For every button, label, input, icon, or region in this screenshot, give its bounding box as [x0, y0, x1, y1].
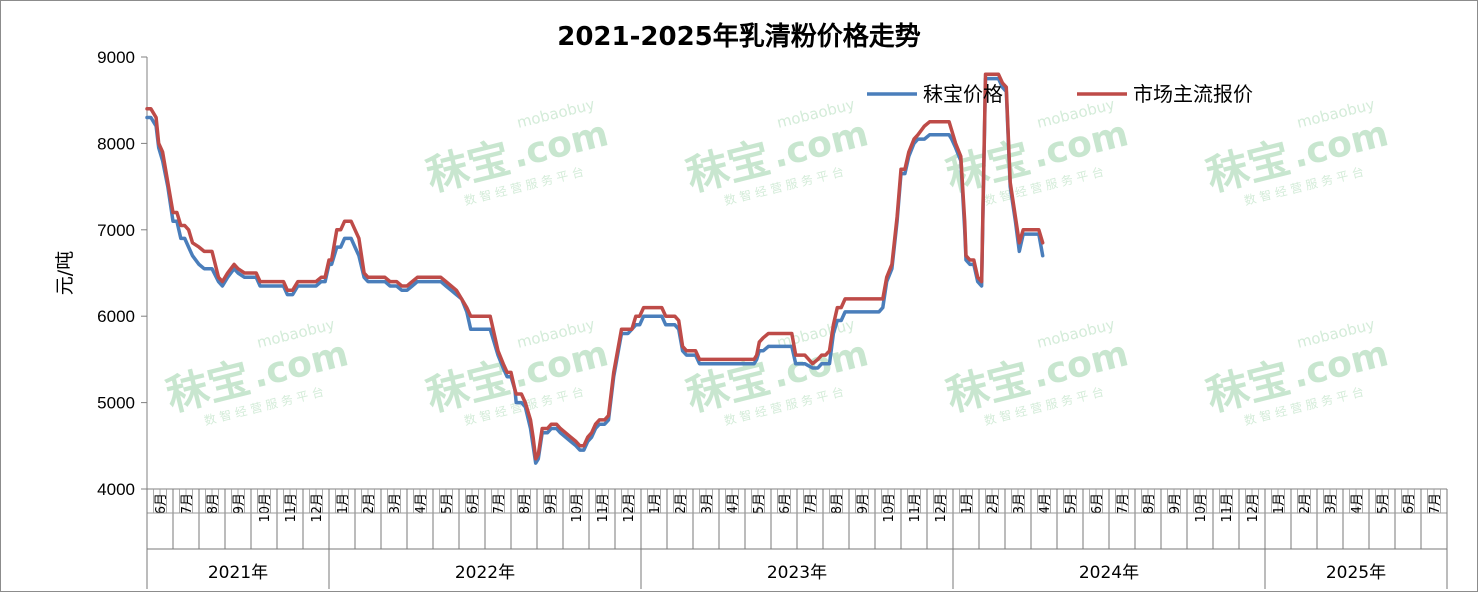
x-month-label: 1月	[648, 493, 663, 514]
x-month-label: 7月	[180, 493, 195, 514]
x-year-label: 2022年	[455, 563, 515, 583]
x-month-label: 6月	[466, 493, 481, 514]
x-month-label: 4月	[414, 493, 429, 514]
x-month-label: 8月	[1142, 493, 1157, 514]
x-year-label: 2025年	[1326, 563, 1386, 583]
x-month-label: 2月	[1298, 493, 1313, 514]
x-month-label: 4月	[1350, 493, 1365, 514]
x-month-label: 8月	[830, 493, 845, 514]
x-month-label: 4月	[1038, 493, 1053, 514]
x-year-label: 2023年	[767, 563, 827, 583]
x-month-label: 10月	[258, 493, 273, 523]
x-month-label: 2月	[986, 493, 1001, 514]
x-month-label: 6月	[154, 493, 169, 514]
x-month-label: 3月	[1324, 493, 1339, 514]
x-month-label: 7月	[1116, 493, 1131, 514]
x-month-label: 5月	[1376, 493, 1391, 514]
x-month-label: 3月	[1012, 493, 1027, 514]
x-month-label: 6月	[1090, 493, 1105, 514]
series-lines	[145, 72, 1045, 465]
series-line-2	[145, 72, 1045, 461]
x-month-label: 11月	[596, 493, 611, 523]
x-month-label: 9月	[1168, 493, 1183, 514]
x-year-label: 2021年	[208, 563, 268, 583]
x-month-label: 8月	[518, 493, 533, 514]
x-month-label: 5月	[1064, 493, 1079, 514]
x-month-label: 11月	[284, 493, 299, 523]
x-month-label: 5月	[752, 493, 767, 514]
x-month-label: 4月	[726, 493, 741, 514]
x-month-label: 2月	[674, 493, 689, 514]
x-month-label: 10月	[570, 493, 585, 523]
x-month-label: 3月	[700, 493, 715, 514]
y-tick-label: 9000	[97, 48, 135, 67]
y-axis-label: 元/吨	[54, 251, 76, 295]
x-month-label: 11月	[908, 493, 923, 523]
x-month-label: 12月	[310, 493, 325, 523]
y-tick-label: 4000	[97, 480, 135, 499]
x-month-label: 1月	[336, 493, 351, 514]
x-axis: 6月 7月 8月 9月 10月 11月 12月 1月 2月 3月 4月 5月 6月 7月 8月 9月 10月 11…	[146, 489, 1448, 589]
x-year-label: 2024年	[1079, 563, 1139, 583]
x-month-label: 9月	[856, 493, 871, 514]
x-month-label: 3月	[388, 493, 403, 514]
x-month-label: 11月	[1220, 493, 1235, 523]
x-month-label: 12月	[1246, 493, 1261, 523]
x-month-label: 10月	[882, 493, 897, 523]
y-tick-labels: 4000 5000 6000 7000 8000 9000	[97, 48, 135, 499]
x-month-label: 1月	[1272, 493, 1287, 514]
chart-title: 2021-2025年乳清粉价格走势	[557, 21, 921, 52]
x-month-label: 7月	[1428, 493, 1443, 514]
x-month-label: 7月	[492, 493, 507, 514]
y-tick-label: 5000	[97, 394, 135, 413]
x-month-label: 9月	[232, 493, 247, 514]
x-month-label: 8月	[206, 493, 221, 514]
watermark-layer: 秣宝.commobaobuy数 智 经 营 服 务 平 台秣宝.commobao…	[162, 95, 1393, 428]
x-month-label: 7月	[804, 493, 819, 514]
y-tick-label: 8000	[97, 134, 135, 153]
legend-label-2: 市场主流报价	[1133, 82, 1253, 106]
x-month-label: 6月	[778, 493, 793, 514]
x-month-label: 1月	[960, 493, 975, 514]
x-month-label: 6月	[1402, 493, 1417, 514]
x-month-label: 5月	[440, 493, 455, 514]
series-line-1	[145, 76, 1045, 465]
y-tick-label: 6000	[97, 307, 135, 326]
x-month-label: 9月	[544, 493, 559, 514]
x-month-label: 2月	[362, 493, 377, 514]
legend[interactable]: 秣宝价格 市场主流报价	[867, 82, 1253, 106]
y-tick-label: 7000	[97, 221, 135, 240]
x-month-label: 10月	[1194, 493, 1209, 523]
x-month-label: 12月	[622, 493, 637, 523]
x-month-label: 12月	[934, 493, 949, 523]
legend-label-1: 秣宝价格	[923, 82, 1003, 106]
